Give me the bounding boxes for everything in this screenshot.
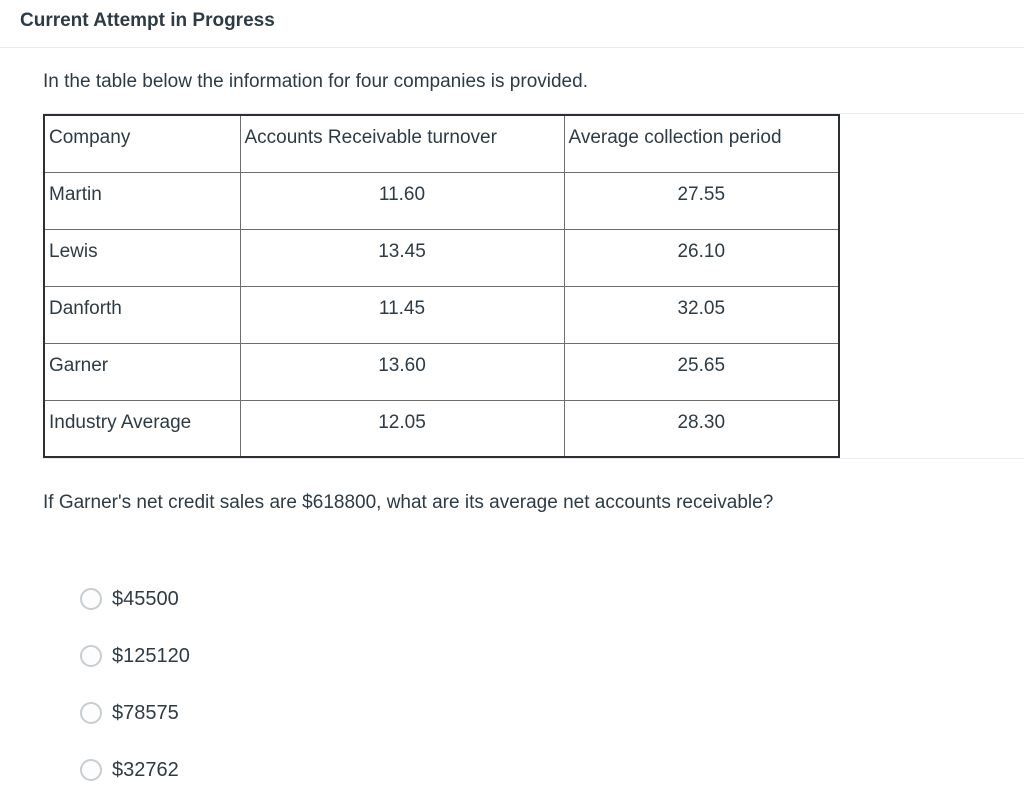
company-name: Garner [43,342,241,401]
table-row: Martin 11.60 27.55 [43,171,840,230]
radio-button-icon[interactable] [80,702,102,724]
intro-text: In the table below the information for f… [43,71,588,92]
table-header-row: Company Accounts Receivable turnover Ave… [43,114,840,173]
company-name: Danforth [43,285,241,344]
col-header-turnover: Accounts Receivable turnover [239,114,565,173]
col-header-period: Average collection period [563,114,840,173]
header-divider [0,47,1024,48]
radio-button-icon[interactable] [80,759,102,781]
company-name: Industry Average [43,399,241,458]
question-text: If Garner's net credit sales are $618800… [43,492,774,513]
turnover-value: 13.45 [239,228,565,287]
answer-option-label: $78575 [112,701,179,724]
turnover-value: 12.05 [239,399,565,458]
period-value: 28.30 [563,399,840,458]
turnover-value: 11.60 [239,171,565,230]
company-name: Martin [43,171,241,230]
period-value: 32.05 [563,285,840,344]
col-header-company: Company [43,114,241,173]
radio-button-icon[interactable] [80,645,102,667]
table-band: Company Accounts Receivable turnover Ave… [43,113,1024,459]
answer-option-label: $45500 [112,587,179,610]
page-header: Current Attempt in Progress [0,0,1024,32]
answer-option-4[interactable]: $32762 [80,758,179,782]
answer-option-3[interactable]: $78575 [80,701,179,725]
table-row: Industry Average 12.05 28.30 [43,399,840,458]
page-title: Current Attempt in Progress [20,10,275,31]
question-area: In the table below the information for f… [0,70,1024,782]
table-row: Garner 13.60 25.65 [43,342,840,401]
turnover-value: 13.60 [239,342,565,401]
company-name: Lewis [43,228,241,287]
answer-option-label: $32762 [112,758,179,781]
period-value: 27.55 [563,171,840,230]
period-value: 25.65 [563,342,840,401]
period-value: 26.10 [563,228,840,287]
table-row: Danforth 11.45 32.05 [43,285,840,344]
answer-options: $45500 $125120 $78575 $32762 [43,587,1024,782]
answer-option-2[interactable]: $125120 [80,644,190,668]
turnover-value: 11.45 [239,285,565,344]
radio-button-icon[interactable] [80,588,102,610]
answer-option-1[interactable]: $45500 [80,587,179,611]
table-row: Lewis 13.45 26.10 [43,228,840,287]
answer-option-label: $125120 [112,644,190,667]
companies-table: Company Accounts Receivable turnover Ave… [43,114,840,458]
